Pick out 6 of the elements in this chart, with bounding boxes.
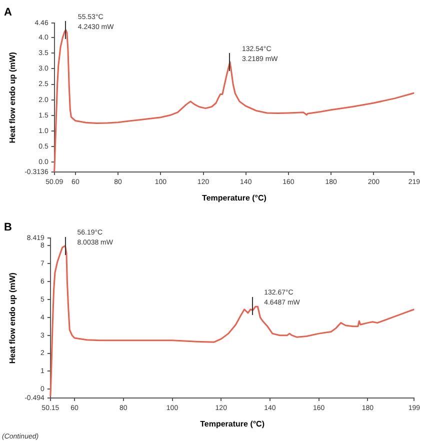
x-axis-title: Temperature (°C) <box>202 193 267 202</box>
y-axis-title: Heat flow endo up (mW) <box>8 272 18 364</box>
chart-title: A <box>4 6 12 19</box>
y-axis-title: Heat flow endo up (mW) <box>8 52 18 144</box>
chart-title: B <box>4 222 12 234</box>
x-axis-title: Temperature (°C) <box>200 419 265 428</box>
